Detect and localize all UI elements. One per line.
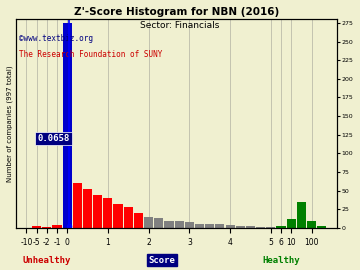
Bar	[225, 225, 235, 228]
Bar	[246, 226, 255, 228]
Bar	[236, 226, 245, 228]
Text: The Research Foundation of SUNY: The Research Foundation of SUNY	[19, 50, 163, 59]
Bar	[175, 221, 184, 228]
Bar	[266, 227, 275, 228]
Bar	[297, 202, 306, 228]
Bar	[256, 227, 265, 228]
Text: 0.0658: 0.0658	[37, 134, 69, 143]
Bar	[144, 217, 153, 228]
Bar	[113, 204, 123, 228]
Bar	[165, 221, 174, 228]
Title: Z'-Score Histogram for NBN (2016): Z'-Score Histogram for NBN (2016)	[74, 7, 279, 17]
Bar	[276, 226, 285, 228]
Bar	[32, 226, 41, 228]
Text: Sector: Financials: Sector: Financials	[140, 21, 220, 30]
Bar	[205, 224, 214, 228]
Text: Healthy: Healthy	[262, 256, 300, 265]
Bar	[103, 198, 112, 228]
Bar	[215, 224, 225, 228]
Bar	[124, 207, 133, 228]
Bar	[134, 213, 143, 228]
Bar	[52, 225, 62, 228]
Bar	[307, 221, 316, 228]
Bar	[73, 183, 82, 228]
Bar	[93, 195, 102, 228]
Bar	[63, 23, 72, 228]
Bar	[287, 219, 296, 228]
Bar	[185, 222, 194, 228]
Text: Unhealthy: Unhealthy	[23, 256, 71, 265]
Bar	[83, 189, 92, 228]
Y-axis label: Number of companies (997 total): Number of companies (997 total)	[7, 65, 13, 182]
Text: ©www.textbiz.org: ©www.textbiz.org	[19, 34, 94, 43]
Bar	[154, 218, 163, 228]
Text: Score: Score	[149, 256, 175, 265]
Bar	[195, 224, 204, 228]
Bar	[317, 226, 326, 228]
Bar	[42, 227, 51, 228]
